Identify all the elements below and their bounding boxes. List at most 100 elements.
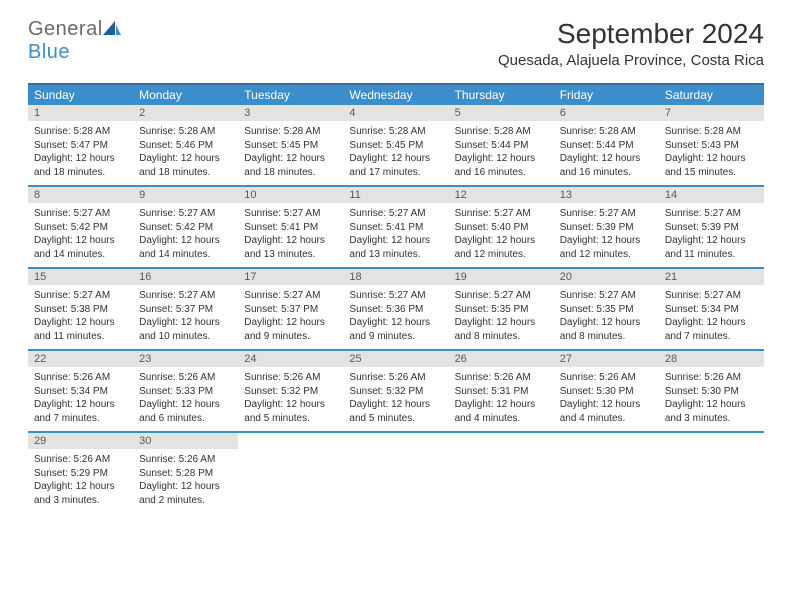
day-cell: 30Sunrise: 5:26 AMSunset: 5:28 PMDayligh… xyxy=(133,433,238,513)
daylight-text: Daylight: 12 hours and 7 minutes. xyxy=(34,398,127,425)
sunrise-text: Sunrise: 5:26 AM xyxy=(34,453,127,467)
sunrise-text: Sunrise: 5:27 AM xyxy=(665,289,758,303)
sunset-text: Sunset: 5:29 PM xyxy=(34,467,127,481)
day-number: 27 xyxy=(554,351,659,367)
day-number: 7 xyxy=(659,105,764,121)
sunset-text: Sunset: 5:39 PM xyxy=(560,221,653,235)
sunset-text: Sunset: 5:30 PM xyxy=(560,385,653,399)
daylight-text: Daylight: 12 hours and 11 minutes. xyxy=(665,234,758,261)
logo-sail-icon xyxy=(103,21,121,35)
daylight-text: Daylight: 12 hours and 5 minutes. xyxy=(349,398,442,425)
sunrise-text: Sunrise: 5:27 AM xyxy=(349,207,442,221)
sunset-text: Sunset: 5:43 PM xyxy=(665,139,758,153)
daylight-text: Daylight: 12 hours and 18 minutes. xyxy=(34,152,127,179)
daylight-text: Daylight: 12 hours and 16 minutes. xyxy=(455,152,548,179)
day-number: 5 xyxy=(449,105,554,121)
daylight-text: Daylight: 12 hours and 8 minutes. xyxy=(560,316,653,343)
day-header-thu: Thursday xyxy=(449,85,554,105)
day-body: Sunrise: 5:27 AMSunset: 5:39 PMDaylight:… xyxy=(554,203,659,261)
sunrise-text: Sunrise: 5:28 AM xyxy=(244,125,337,139)
logo: General Blue xyxy=(28,18,121,64)
day-body: Sunrise: 5:28 AMSunset: 5:47 PMDaylight:… xyxy=(28,121,133,179)
day-body: Sunrise: 5:28 AMSunset: 5:44 PMDaylight:… xyxy=(449,121,554,179)
logo-blue: Blue xyxy=(28,41,70,63)
daylight-text: Daylight: 12 hours and 4 minutes. xyxy=(560,398,653,425)
day-number: 21 xyxy=(659,269,764,285)
day-cell: 23Sunrise: 5:26 AMSunset: 5:33 PMDayligh… xyxy=(133,351,238,431)
day-cell: 14Sunrise: 5:27 AMSunset: 5:39 PMDayligh… xyxy=(659,187,764,267)
day-number: 26 xyxy=(449,351,554,367)
sunrise-text: Sunrise: 5:27 AM xyxy=(34,207,127,221)
day-number: 10 xyxy=(238,187,343,203)
day-header-row: Sunday Monday Tuesday Wednesday Thursday… xyxy=(28,85,764,105)
day-number: 12 xyxy=(449,187,554,203)
day-number: 28 xyxy=(659,351,764,367)
sunrise-text: Sunrise: 5:26 AM xyxy=(139,371,232,385)
day-number: 11 xyxy=(343,187,448,203)
day-cell xyxy=(343,433,448,513)
daylight-text: Daylight: 12 hours and 5 minutes. xyxy=(244,398,337,425)
day-number: 14 xyxy=(659,187,764,203)
day-body: Sunrise: 5:27 AMSunset: 5:35 PMDaylight:… xyxy=(449,285,554,343)
sunset-text: Sunset: 5:40 PM xyxy=(455,221,548,235)
day-cell: 5Sunrise: 5:28 AMSunset: 5:44 PMDaylight… xyxy=(449,105,554,185)
day-body: Sunrise: 5:27 AMSunset: 5:40 PMDaylight:… xyxy=(449,203,554,261)
day-number: 13 xyxy=(554,187,659,203)
sunrise-text: Sunrise: 5:27 AM xyxy=(139,207,232,221)
sunrise-text: Sunrise: 5:28 AM xyxy=(560,125,653,139)
day-body: Sunrise: 5:26 AMSunset: 5:30 PMDaylight:… xyxy=(659,367,764,425)
day-cell xyxy=(554,433,659,513)
sunset-text: Sunset: 5:44 PM xyxy=(560,139,653,153)
day-number: 6 xyxy=(554,105,659,121)
daylight-text: Daylight: 12 hours and 18 minutes. xyxy=(244,152,337,179)
day-body: Sunrise: 5:28 AMSunset: 5:44 PMDaylight:… xyxy=(554,121,659,179)
calendar: Sunday Monday Tuesday Wednesday Thursday… xyxy=(28,83,764,513)
sunset-text: Sunset: 5:45 PM xyxy=(244,139,337,153)
sunset-text: Sunset: 5:44 PM xyxy=(455,139,548,153)
daylight-text: Daylight: 12 hours and 3 minutes. xyxy=(665,398,758,425)
daylight-text: Daylight: 12 hours and 13 minutes. xyxy=(244,234,337,261)
sunset-text: Sunset: 5:36 PM xyxy=(349,303,442,317)
sunrise-text: Sunrise: 5:27 AM xyxy=(349,289,442,303)
sunrise-text: Sunrise: 5:27 AM xyxy=(244,207,337,221)
day-cell: 27Sunrise: 5:26 AMSunset: 5:30 PMDayligh… xyxy=(554,351,659,431)
day-cell xyxy=(449,433,554,513)
day-number: 8 xyxy=(28,187,133,203)
sunrise-text: Sunrise: 5:28 AM xyxy=(349,125,442,139)
daylight-text: Daylight: 12 hours and 8 minutes. xyxy=(455,316,548,343)
sunrise-text: Sunrise: 5:27 AM xyxy=(455,207,548,221)
weeks-container: 1Sunrise: 5:28 AMSunset: 5:47 PMDaylight… xyxy=(28,105,764,513)
sunset-text: Sunset: 5:31 PM xyxy=(455,385,548,399)
day-cell: 22Sunrise: 5:26 AMSunset: 5:34 PMDayligh… xyxy=(28,351,133,431)
day-body: Sunrise: 5:28 AMSunset: 5:45 PMDaylight:… xyxy=(343,121,448,179)
sunset-text: Sunset: 5:41 PM xyxy=(349,221,442,235)
day-number: 3 xyxy=(238,105,343,121)
daylight-text: Daylight: 12 hours and 15 minutes. xyxy=(665,152,758,179)
sunrise-text: Sunrise: 5:27 AM xyxy=(34,289,127,303)
sunrise-text: Sunrise: 5:27 AM xyxy=(560,289,653,303)
day-cell: 3 Sunrise: 5:28 AMSunset: 5:45 PMDaylight… xyxy=(238,105,343,185)
day-header-sat: Saturday xyxy=(659,85,764,105)
sunrise-text: Sunrise: 5:27 AM xyxy=(139,289,232,303)
sunrise-text: Sunrise: 5:28 AM xyxy=(139,125,232,139)
week-row: 8Sunrise: 5:27 AMSunset: 5:42 PMDaylight… xyxy=(28,187,764,269)
day-cell: 2Sunrise: 5:28 AMSunset: 5:46 PMDaylight… xyxy=(133,105,238,185)
day-header-wed: Wednesday xyxy=(343,85,448,105)
sunset-text: Sunset: 5:47 PM xyxy=(34,139,127,153)
day-body: Sunrise: 5:26 AMSunset: 5:32 PMDaylight:… xyxy=(238,367,343,425)
daylight-text: Daylight: 12 hours and 4 minutes. xyxy=(455,398,548,425)
day-body: Sunrise: 5:26 AMSunset: 5:33 PMDaylight:… xyxy=(133,367,238,425)
sunset-text: Sunset: 5:34 PM xyxy=(665,303,758,317)
day-number: 19 xyxy=(449,269,554,285)
day-number: 25 xyxy=(343,351,448,367)
day-cell: 25Sunrise: 5:26 AMSunset: 5:32 PMDayligh… xyxy=(343,351,448,431)
sunset-text: Sunset: 5:30 PM xyxy=(665,385,758,399)
sunset-text: Sunset: 5:41 PM xyxy=(244,221,337,235)
sunrise-text: Sunrise: 5:28 AM xyxy=(455,125,548,139)
day-cell: 20Sunrise: 5:27 AMSunset: 5:35 PMDayligh… xyxy=(554,269,659,349)
sunrise-text: Sunrise: 5:27 AM xyxy=(244,289,337,303)
sunset-text: Sunset: 5:34 PM xyxy=(34,385,127,399)
day-header-tue: Tuesday xyxy=(238,85,343,105)
daylight-text: Daylight: 12 hours and 3 minutes. xyxy=(34,480,127,507)
day-cell: 12Sunrise: 5:27 AMSunset: 5:40 PMDayligh… xyxy=(449,187,554,267)
